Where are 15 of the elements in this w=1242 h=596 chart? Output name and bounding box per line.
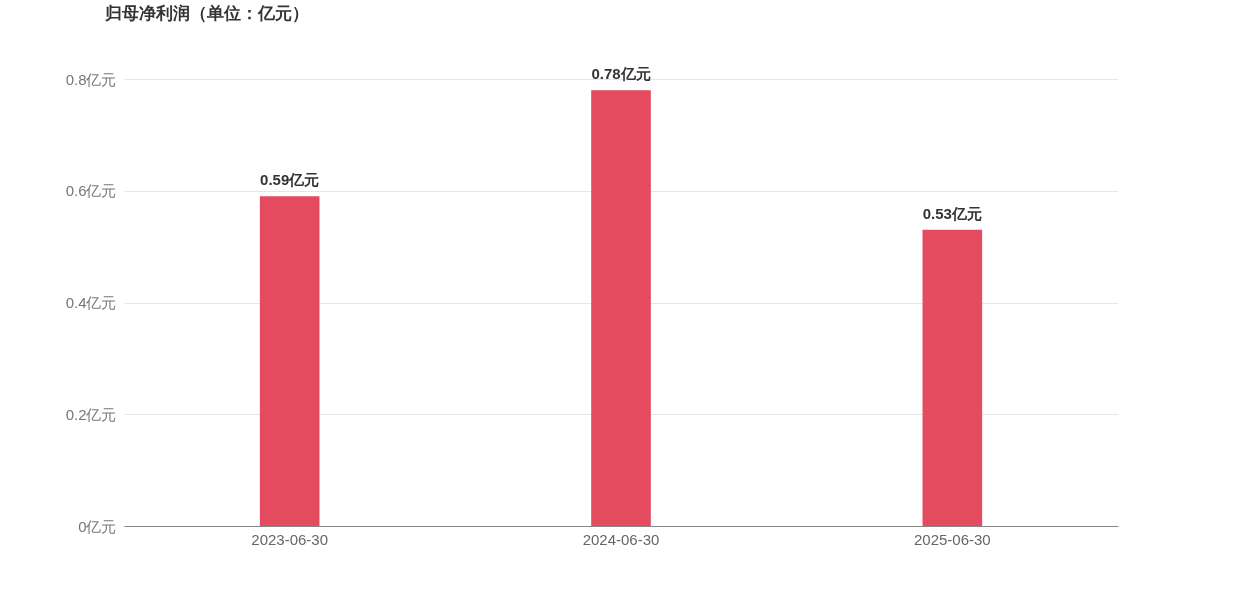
data-label: 0.78亿元 xyxy=(591,65,651,83)
x-tick-label: 2023-06-30 xyxy=(251,530,329,548)
bar xyxy=(922,229,983,526)
x-tick-label: 2025-06-30 xyxy=(913,530,991,548)
x-tick-label: 2024-06-30 xyxy=(582,530,660,548)
data-label: 0.53亿元 xyxy=(922,204,982,222)
y-tick-label: 0.8亿元 xyxy=(65,70,117,88)
bar xyxy=(259,196,320,526)
chart-title: 归母净利润（单位：亿元） xyxy=(105,3,309,25)
y-tick-label: 0.6亿元 xyxy=(65,182,117,200)
bar xyxy=(591,90,651,526)
data-label: 0.59亿元 xyxy=(260,171,320,189)
y-tick-label: 0亿元 xyxy=(78,517,117,535)
y-tick-label: 0.4亿元 xyxy=(65,294,117,311)
y-tick-label: 0.2亿元 xyxy=(65,405,117,423)
